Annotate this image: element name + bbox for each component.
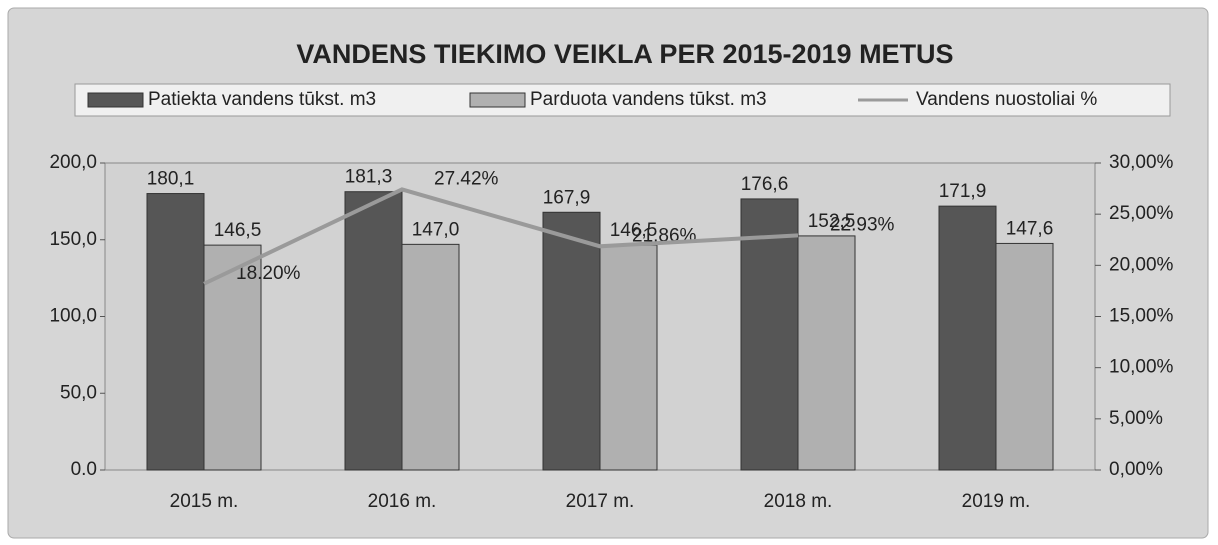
data-label: 167,9 (543, 187, 591, 208)
data-label: 147,0 (412, 219, 460, 240)
x-tick-label: 2015 m. (170, 491, 239, 512)
y-tick-label: 150,0 (49, 229, 97, 250)
y2-tick-label: 15,00% (1109, 306, 1174, 327)
bar (203, 244, 262, 471)
bar (146, 193, 205, 471)
x-tick-label: 2017 m. (566, 491, 635, 512)
x-tick-label: 2019 m. (962, 491, 1031, 512)
data-label: 27.42% (434, 168, 499, 189)
y-tick-label: 100,0 (49, 306, 97, 327)
y2-tick-label: 20,00% (1109, 254, 1174, 275)
y2-tick-label: 25,00% (1109, 203, 1174, 224)
data-label: 146,5 (610, 220, 658, 241)
bar (542, 211, 601, 471)
data-label: 181,3 (345, 167, 393, 188)
y2-tick-label: 0,00% (1109, 459, 1163, 480)
y2-tick-label: 10,00% (1109, 357, 1174, 378)
legend (74, 83, 1171, 117)
x-tick-label: 2018 m. (764, 491, 833, 512)
y-tick-label: 0.0 (71, 459, 97, 480)
legend-label: Patiekta vandens tūkst. m3 (148, 89, 376, 110)
legend-label: Vandens nuostoliai % (916, 89, 1097, 110)
chart-title: VANDENS TIEKIMO VEIKLA PER 2015-2019 MET… (296, 39, 953, 69)
y-tick-label: 50,0 (60, 382, 97, 403)
data-label: 22.93% (830, 214, 895, 235)
legend-swatch (87, 92, 144, 108)
legend-label: Parduota vandens tūkst. m3 (530, 89, 767, 110)
bar (797, 235, 856, 471)
line (203, 187, 799, 286)
data-label: 18.20% (236, 263, 301, 284)
x-tick-label: 2016 m. (368, 491, 437, 512)
y2-tick-label: 30,00% (1109, 152, 1174, 173)
bar (938, 205, 997, 471)
y-tick-label: 200,0 (49, 152, 97, 173)
data-label: 176,6 (741, 174, 789, 195)
bar (344, 191, 403, 471)
data-label: 171,9 (939, 181, 987, 202)
data-label: 146,5 (214, 220, 262, 241)
legend-swatch (469, 92, 526, 108)
bar (740, 198, 799, 471)
bar (599, 244, 658, 471)
data-label: 180,1 (147, 169, 195, 190)
bar (401, 243, 460, 471)
bar (995, 242, 1054, 471)
y2-tick-label: 5,00% (1109, 408, 1163, 429)
data-label: 147,6 (1006, 218, 1054, 239)
data-label: 152,5 (808, 211, 856, 232)
